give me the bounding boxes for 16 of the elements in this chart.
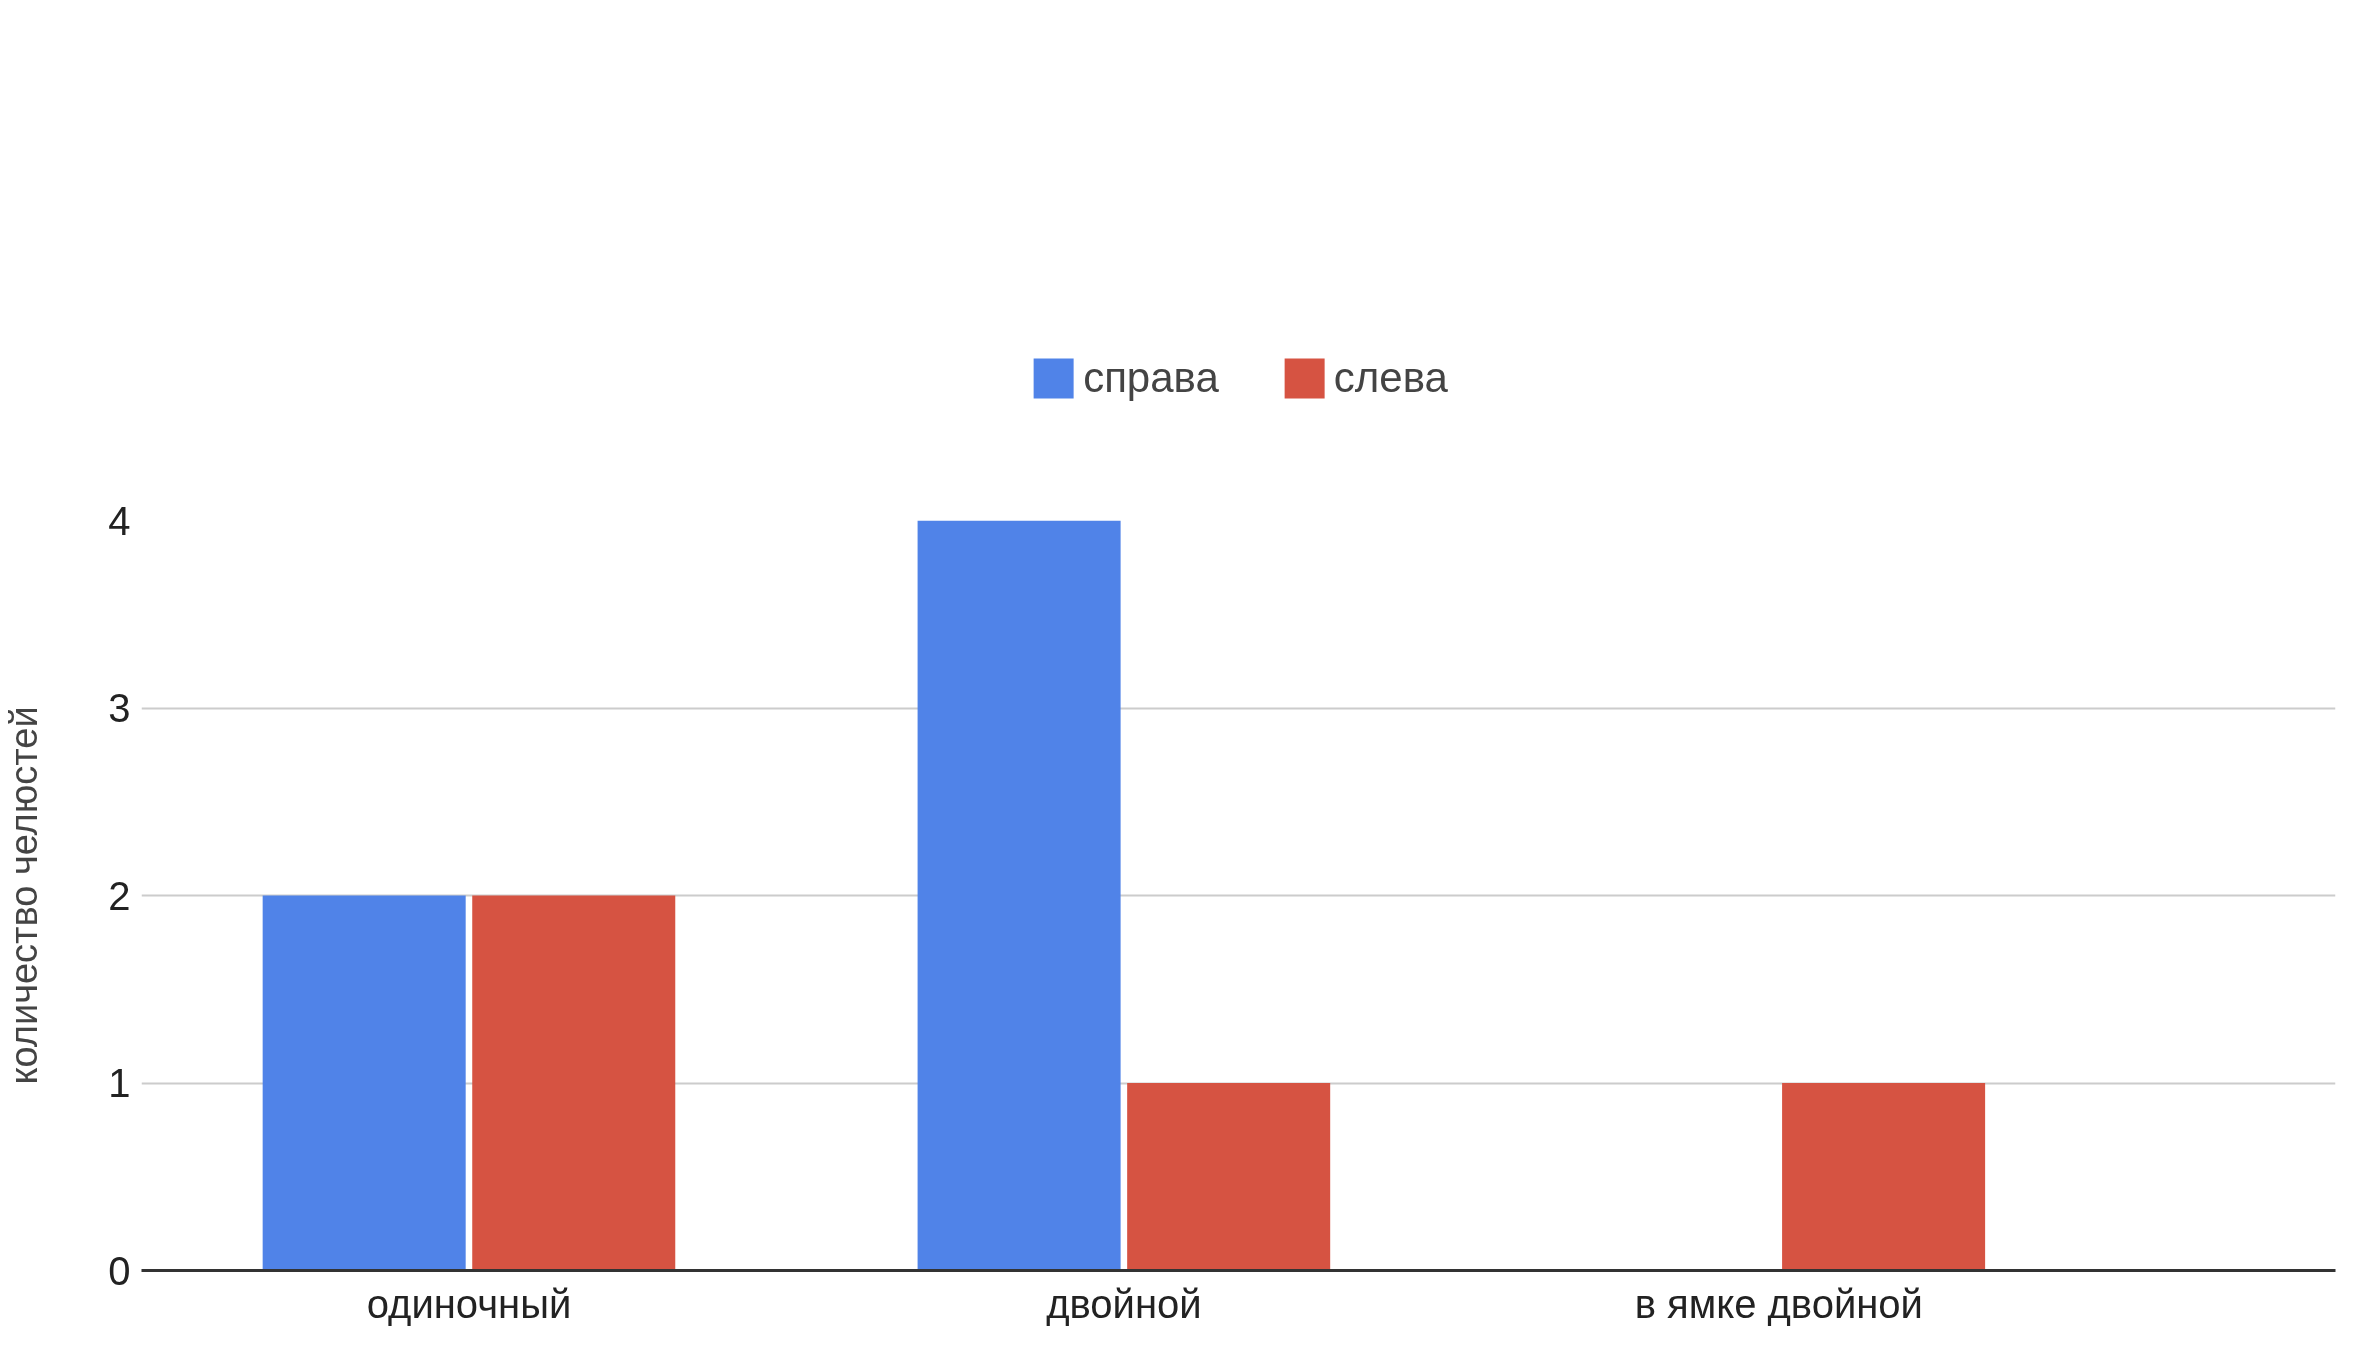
y-tick-label: 2 [108, 873, 131, 918]
x-tick-label: двойной [1046, 1281, 1202, 1326]
bar [472, 895, 676, 1271]
x-tick-label: одиночный [366, 1281, 572, 1326]
bar [1127, 1083, 1331, 1271]
bar [262, 895, 466, 1271]
y-tick-label: 0 [108, 1248, 131, 1293]
y-tick-label: 1 [108, 1061, 131, 1105]
bar [1782, 1083, 1986, 1271]
legend-label: справа [1083, 353, 1219, 402]
x-tick-label: в ямке двойной [1634, 1281, 1923, 1326]
y-axis-title: количество челюстей [3, 706, 46, 1085]
y-tick-label: 4 [108, 498, 131, 543]
legend-label: слева [1333, 353, 1448, 402]
bar [917, 520, 1121, 1271]
y-tick-label: 3 [108, 686, 131, 730]
